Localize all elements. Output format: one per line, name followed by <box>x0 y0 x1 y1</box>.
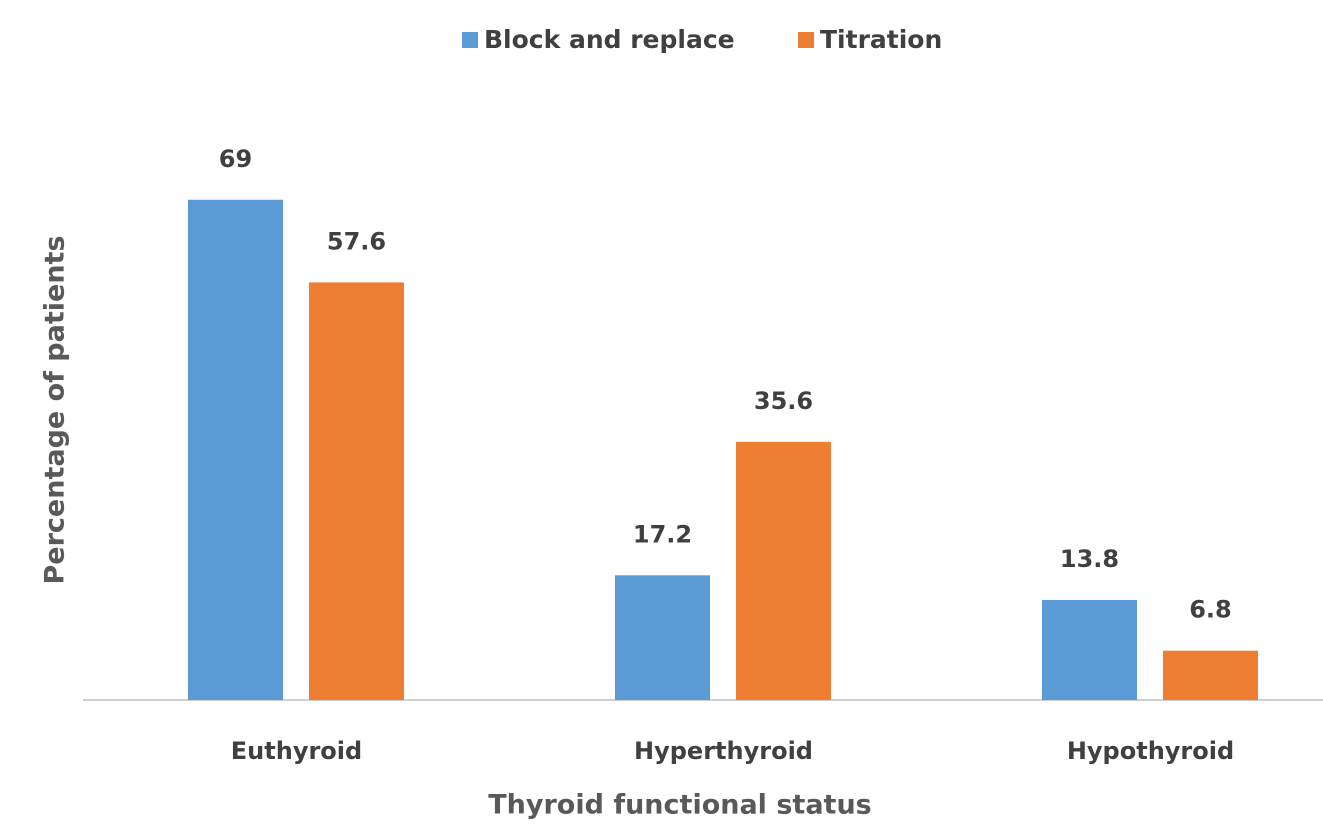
bar <box>1042 599 1137 700</box>
data-label: 57.6 <box>327 227 386 255</box>
data-label: 13.8 <box>1060 545 1119 573</box>
data-label: 69 <box>219 145 252 173</box>
x-tick-label: Hyperthyroid <box>634 737 813 765</box>
legend-swatch <box>462 32 478 48</box>
bar <box>615 575 710 700</box>
data-label: 17.2 <box>633 520 692 548</box>
bar <box>188 199 283 700</box>
bar <box>736 441 831 700</box>
bar <box>1163 650 1258 700</box>
x-axis-title: Thyroid functional status <box>488 790 871 821</box>
x-tick-label: Hypothyroid <box>1067 737 1234 765</box>
data-label: 6.8 <box>1189 596 1232 624</box>
bar <box>309 282 404 700</box>
legend-label: Block and replace <box>484 25 735 54</box>
legend-swatch <box>798 32 814 48</box>
legend-label: Titration <box>820 25 942 54</box>
y-axis-title: Percentage of patients <box>40 235 71 584</box>
data-label: 35.6 <box>754 387 813 415</box>
x-tick-label: Euthyroid <box>231 737 362 765</box>
